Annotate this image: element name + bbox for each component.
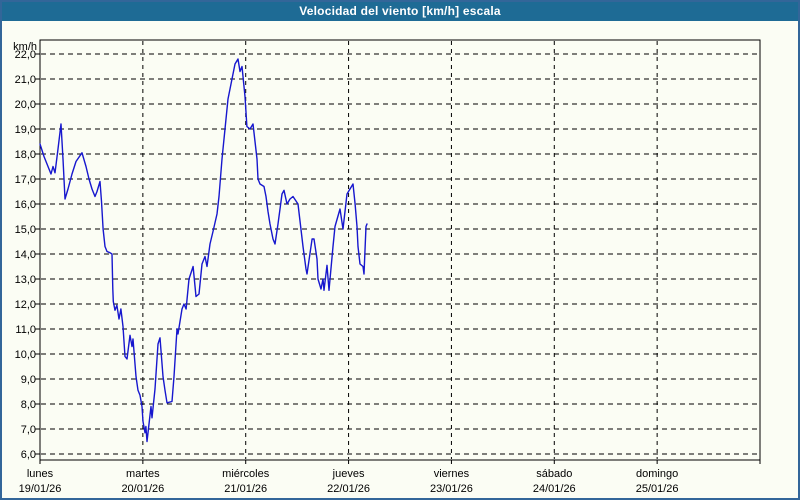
x-date-label: 23/01/26	[430, 483, 473, 495]
y-tick-label: 13,0	[15, 274, 36, 286]
wind-speed-chart: 22,0 21,0 20,0 19,0 18,0 17,0 16,0 15,0 14,0 13,0…	[13, 39, 761, 495]
x-day-label: miércoles	[222, 468, 270, 480]
y-tick-label: 17,0	[15, 174, 36, 186]
y-tick-label: 15,0	[15, 224, 36, 236]
y-tick-label: 20,0	[15, 99, 36, 111]
y-tick-label: 19,0	[15, 124, 36, 136]
y-tick-label: 9,0	[21, 374, 36, 386]
y-tick-label: 6,0	[21, 449, 36, 461]
y-tick-label: 7,0	[21, 424, 36, 436]
y-tick-label: 21,0	[15, 74, 36, 86]
x-date-label: 24/01/26	[533, 483, 576, 495]
x-day-label: jueves	[332, 468, 365, 480]
x-day-label: sábado	[536, 468, 572, 480]
x-date-label: 20/01/26	[121, 483, 164, 495]
y-tick-label: 8,0	[21, 399, 36, 411]
chart-area: 22,0 21,0 20,0 19,0 18,0 17,0 16,0 15,0 14,0 13,0…	[2, 21, 798, 498]
x-date-label: 19/01/26	[19, 483, 62, 495]
wind-speed-line	[39, 58, 368, 443]
y-tick-label: 14,0	[15, 249, 36, 261]
y-axis-unit-label: km/h	[13, 41, 37, 53]
x-date-label: 21/01/26	[224, 483, 267, 495]
y-tick-label: 18,0	[15, 149, 36, 161]
x-day-label: lunes	[27, 468, 54, 480]
page-title: Velocidad del viento [km/h] escala	[299, 4, 501, 18]
x-date-label: 25/01/26	[636, 483, 679, 495]
y-tick-label: 10,0	[15, 349, 36, 361]
y-tick-label: 12,0	[15, 299, 36, 311]
title-bar: Velocidad del viento [km/h] escala	[2, 2, 798, 21]
plot-border	[39, 39, 761, 461]
y-tick-label: 16,0	[15, 199, 36, 211]
x-day-label: domingo	[636, 468, 678, 480]
y-tick-label: 11,0	[15, 324, 36, 336]
x-date-label: 22/01/26	[327, 483, 370, 495]
x-day-label: viernes	[434, 468, 470, 480]
y-tick-label: 22,0	[15, 49, 36, 61]
x-day-label: martes	[126, 468, 160, 480]
